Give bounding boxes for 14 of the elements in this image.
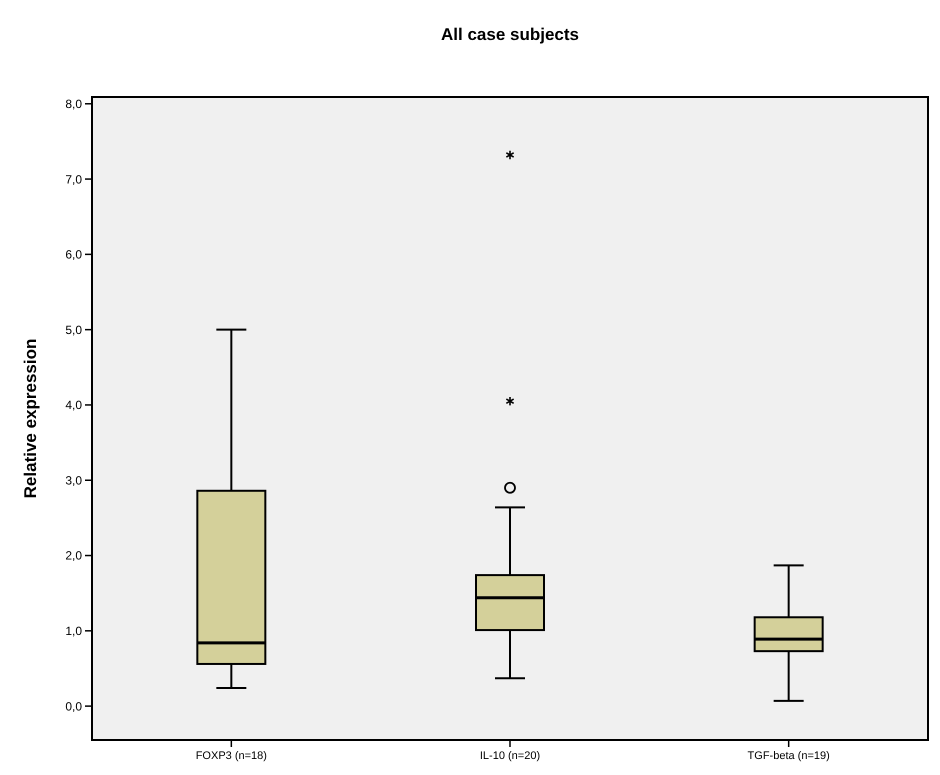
chart-title: All case subjects: [441, 25, 579, 44]
x-tick-label: TGF-beta (n=19): [748, 750, 830, 762]
y-tick-label: 0,0: [65, 699, 82, 714]
y-tick-label: 2,0: [65, 548, 82, 563]
x-tick-label: FOXP3 (n=18): [196, 750, 267, 762]
y-tick-label: 1,0: [65, 624, 82, 638]
y-tick-label: 7,0: [65, 172, 82, 186]
y-tick-label: 3,0: [65, 473, 82, 488]
y-tick-label: 5,0: [65, 322, 82, 337]
y-tick-label: 4,0: [65, 398, 82, 412]
x-tick-label: IL-10 (n=20): [480, 750, 540, 762]
y-axis-title: Relative expression: [21, 338, 40, 498]
y-tick-label: 8,0: [65, 96, 82, 111]
y-tick-label: 6,0: [65, 248, 82, 262]
